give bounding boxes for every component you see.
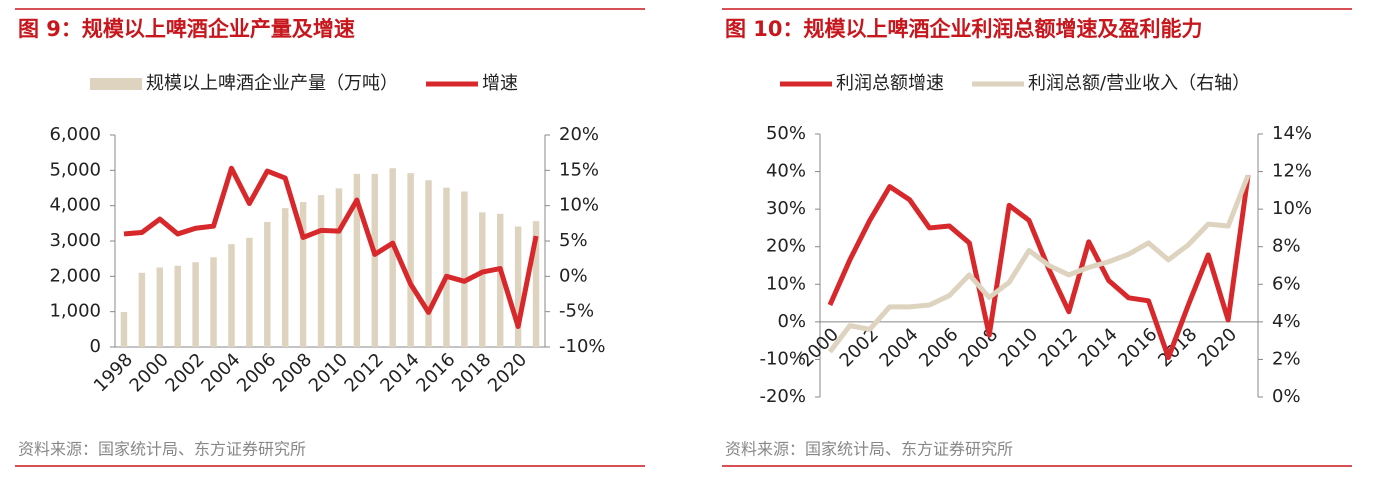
bar	[353, 173, 361, 347]
bar	[317, 195, 325, 347]
legend-label: 增速	[482, 73, 518, 94]
x-tick-label: 2006	[915, 324, 962, 371]
y2-tick-label: 8%	[1272, 236, 1301, 257]
y-tick-label: 6,000	[49, 124, 101, 145]
bar	[120, 312, 128, 347]
bar	[192, 262, 199, 347]
y2-tick-label: 15%	[559, 159, 599, 180]
x-tick-label: 2010	[305, 349, 352, 396]
bar	[281, 208, 289, 347]
bar	[461, 191, 468, 347]
bar	[299, 202, 307, 347]
x-tick-label: 2012	[341, 349, 388, 396]
legend-label: 利润总额增速	[836, 73, 944, 94]
x-tick-label: 2020	[1194, 324, 1241, 371]
legend-label: 利润总额/营业收入（右轴）	[1028, 73, 1250, 94]
x-tick-label: 2014	[1075, 324, 1122, 371]
source: 资料来源：国家统计局、东方证券研究所	[725, 440, 1013, 459]
bar	[479, 212, 486, 347]
x-tick-label: 2008	[955, 324, 1002, 371]
x-tick-label: 2000	[126, 349, 173, 396]
y-tick-label: 2,000	[49, 265, 101, 286]
bar	[371, 173, 379, 347]
y2-tick-label: 14%	[1272, 123, 1312, 144]
bar	[156, 267, 164, 347]
bar	[389, 168, 396, 347]
y2-tick-label: 10%	[559, 195, 599, 216]
y-tick-label: 0	[90, 336, 101, 357]
source: 资料来源：国家统计局、东方证券研究所	[18, 440, 306, 459]
y-tick-label: 0%	[777, 311, 806, 332]
y2-tick-label: 20%	[559, 124, 599, 145]
line	[123, 165, 539, 330]
x-tick-label: 2004	[875, 324, 922, 371]
legend-swatch	[90, 78, 142, 90]
bar	[425, 180, 432, 347]
x-tick-label: 2016	[412, 349, 459, 396]
y-tick-label: 3,000	[49, 230, 101, 251]
line	[827, 174, 1251, 354]
x-tick-label: 2018	[448, 349, 495, 396]
bar	[496, 213, 504, 347]
bar	[532, 221, 540, 347]
legend-label: 规模以上啤酒企业产量（万吨）	[146, 73, 398, 94]
y-tick-label: -20%	[759, 386, 806, 407]
bar	[246, 237, 253, 347]
y-tick-label: 5,000	[49, 159, 101, 180]
x-tick-label: 2012	[1035, 324, 1082, 371]
y-tick-label: 20%	[766, 236, 806, 257]
bar	[335, 188, 343, 347]
y-tick-label: 10%	[766, 273, 806, 294]
y-tick-label: 4,000	[49, 195, 101, 216]
y2-tick-label: 12%	[1272, 161, 1312, 182]
y2-tick-label: 2%	[1272, 348, 1301, 369]
bar	[443, 187, 450, 347]
y2-tick-label: 6%	[1272, 273, 1301, 294]
y-tick-label: 40%	[766, 161, 806, 182]
x-tick-label: 2006	[233, 349, 280, 396]
y2-tick-label: 0%	[559, 265, 588, 286]
x-tick-label: 2020	[484, 349, 531, 396]
chart-title: 图 9：规模以上啤酒企业产量及增速	[18, 17, 355, 41]
y2-tick-label: 0%	[1272, 386, 1301, 407]
x-tick-label: 2014	[376, 349, 423, 396]
x-tick-label: 2008	[269, 349, 316, 396]
y-tick-label: 30%	[766, 198, 806, 219]
x-tick-label: 2016	[1114, 324, 1161, 371]
y-tick-label: -10%	[759, 348, 806, 369]
line	[827, 174, 1251, 361]
y2-tick-label: -5%	[559, 301, 594, 322]
x-tick-label: 2002	[161, 349, 208, 396]
y2-tick-label: 5%	[559, 230, 588, 251]
bar	[228, 244, 235, 347]
chart-title: 图 10：规模以上啤酒企业利润总额增速及盈利能力	[725, 17, 1203, 41]
y2-tick-label: 4%	[1272, 311, 1301, 332]
y2-tick-label: -10%	[559, 336, 606, 357]
bar	[138, 272, 146, 347]
y-tick-label: 50%	[766, 123, 806, 144]
x-tick-label: 2010	[995, 324, 1042, 371]
y2-tick-label: 10%	[1272, 198, 1312, 219]
bar	[514, 226, 522, 347]
bar	[264, 221, 271, 347]
y-tick-label: 1,000	[49, 301, 101, 322]
bar	[174, 265, 181, 347]
bar	[407, 173, 414, 347]
bar	[210, 257, 217, 347]
x-tick-label: 2004	[197, 349, 244, 396]
